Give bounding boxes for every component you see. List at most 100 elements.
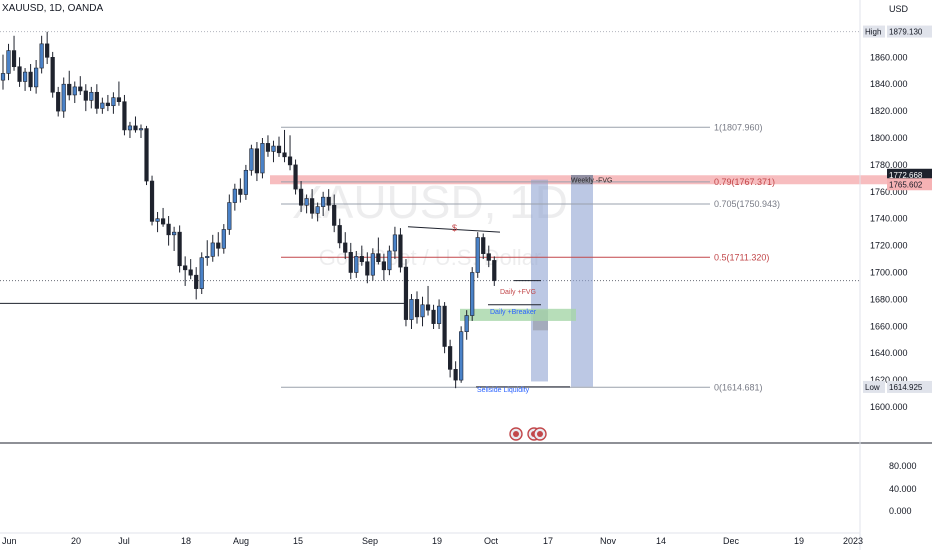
candle-body — [392, 234, 398, 252]
price-marker-value: 1765.602 — [889, 180, 923, 189]
candle — [17, 57, 22, 87]
candle-body — [464, 315, 469, 332]
candle-body — [11, 50, 17, 68]
candle-body — [486, 253, 491, 261]
x-tick-label: Jul — [118, 536, 130, 546]
candle-body — [45, 43, 50, 58]
candle — [492, 256, 497, 286]
candle-body — [249, 148, 254, 171]
y-tick-label: 1640.000 — [870, 348, 908, 358]
watermark-symbol: XAUUSD, 1D — [292, 176, 568, 228]
candle — [365, 252, 370, 284]
candle-body — [304, 198, 309, 206]
candle — [210, 234, 215, 262]
candle-body — [359, 256, 364, 263]
liquidity-line — [407, 226, 501, 233]
candle — [282, 129, 287, 163]
candle — [298, 181, 304, 212]
candle — [392, 226, 398, 260]
x-tick-label: 2023 — [843, 536, 863, 546]
candle — [249, 144, 254, 176]
candle — [475, 232, 480, 278]
candle — [232, 183, 237, 211]
candle-body — [282, 152, 287, 158]
candle — [254, 142, 260, 182]
candle — [376, 237, 381, 265]
candle — [144, 125, 149, 186]
candle — [183, 256, 188, 286]
price-marker-value: 1614.925 — [889, 383, 923, 392]
candle-body — [83, 90, 88, 101]
candle — [177, 225, 182, 273]
price-marker: Low 1614.925 — [863, 380, 932, 393]
candle — [486, 245, 491, 268]
candle-body — [326, 196, 331, 206]
y-tick-label: 1700.000 — [870, 268, 908, 278]
candle — [315, 202, 320, 222]
candle-body — [183, 265, 188, 271]
breaker-zone — [460, 308, 576, 321]
candle — [116, 81, 122, 106]
candle — [403, 259, 409, 327]
currency-label: USD — [889, 4, 909, 14]
candle-body — [376, 253, 381, 263]
candle — [348, 242, 353, 280]
x-tick-label: Nov — [600, 536, 617, 546]
candle — [188, 259, 193, 280]
candle — [78, 76, 83, 95]
candle — [271, 140, 276, 163]
candle — [149, 175, 155, 226]
candle — [409, 294, 414, 329]
fib-label-0: 1(1807.960) — [714, 122, 763, 132]
candle-body — [221, 229, 226, 249]
candle — [414, 291, 420, 324]
candle-body — [34, 67, 39, 88]
price-marker: 1765.602 — [887, 178, 932, 191]
candle-body — [409, 299, 414, 320]
candle-body — [310, 198, 315, 214]
candle-body — [337, 225, 342, 244]
price-marker-tag-bg — [863, 25, 885, 38]
event-icon-dot — [537, 431, 543, 437]
candle — [94, 84, 99, 114]
y-tick-label: 1760.000 — [870, 187, 908, 197]
candle-body — [100, 102, 105, 109]
candle — [227, 194, 232, 235]
candle-body — [111, 97, 116, 107]
candle-body — [459, 331, 464, 381]
candle-body — [199, 257, 204, 289]
candle — [238, 178, 243, 203]
annotation-breaker: Daily +Breaker — [490, 309, 537, 316]
candle — [354, 250, 359, 278]
candle — [265, 135, 271, 157]
candle-body — [210, 242, 215, 257]
fib-label-3: 0.5(1711.320) — [714, 252, 769, 262]
candle — [0, 54, 6, 90]
candle-body — [475, 237, 480, 273]
weekly-fvg-marker — [571, 174, 593, 185]
candle-body — [265, 143, 271, 152]
price-marker-bg — [887, 168, 932, 181]
candle-body — [403, 266, 409, 320]
candle — [216, 232, 221, 257]
candle-body — [414, 299, 420, 318]
x-tick-label: 19 — [432, 536, 442, 546]
candle-body — [127, 125, 133, 131]
candle-body — [50, 56, 55, 93]
candle — [448, 339, 453, 378]
candle — [160, 207, 166, 227]
x-tick-label: Dec — [723, 536, 740, 546]
candle-body — [78, 86, 83, 92]
price-marker-bg — [887, 25, 932, 38]
x-tick-label: Oct — [484, 536, 499, 546]
fib-label-1: 0.79(1767.371) — [714, 177, 775, 187]
candle — [442, 302, 447, 354]
candle-body — [398, 234, 403, 268]
price-marker-tag: High — [865, 28, 881, 37]
indicator-tick-label: 80.000 — [889, 461, 917, 471]
candle-body — [260, 143, 265, 174]
candle-body — [89, 91, 94, 101]
candle-body — [116, 97, 122, 102]
